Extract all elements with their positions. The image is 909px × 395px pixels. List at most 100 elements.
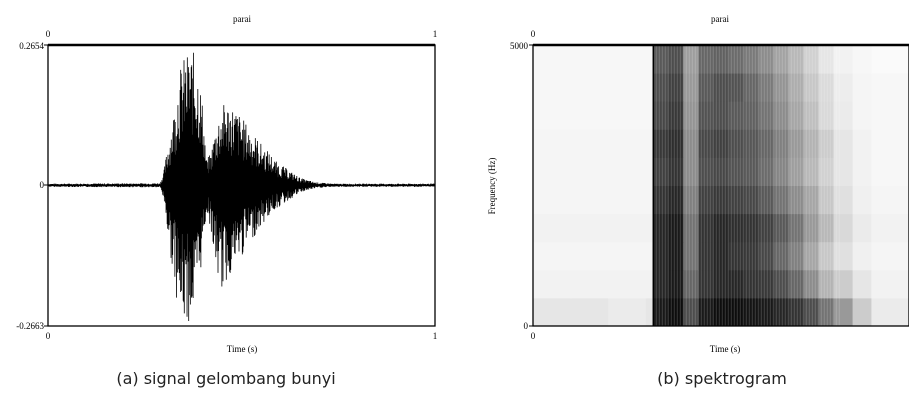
spectrogram-cell bbox=[668, 73, 684, 102]
spectrogram-cell bbox=[653, 269, 669, 299]
waveform-x-tick-start: 0 bbox=[46, 331, 51, 341]
spectrogram-cell bbox=[713, 269, 730, 299]
spectrogram-cell bbox=[743, 45, 760, 74]
spectrogram-cell bbox=[788, 45, 805, 74]
spectrogram-cell bbox=[570, 297, 609, 327]
spectrogram-cell bbox=[683, 269, 699, 299]
spectrogram-cell bbox=[570, 157, 609, 186]
spectrogram-cell bbox=[728, 213, 745, 243]
spectrogram-cell bbox=[788, 213, 805, 243]
spectrogram-cell bbox=[698, 297, 714, 327]
spectrogram-cell bbox=[728, 297, 745, 327]
spectrogram-cell bbox=[713, 213, 730, 243]
spectrogram-cell bbox=[713, 45, 730, 74]
spectrogram-cell bbox=[570, 241, 609, 271]
spectrogram-cell bbox=[608, 241, 647, 271]
spectrogram-cell bbox=[645, 297, 654, 327]
spectrogram-cell bbox=[653, 73, 669, 102]
spectrogram-cell bbox=[871, 241, 909, 271]
spectrogram-cell bbox=[608, 185, 647, 215]
spectrogram-cell bbox=[803, 241, 820, 271]
spectrogram-y-axis-label: Frequency (Hz) bbox=[487, 158, 497, 215]
spectrogram-cell bbox=[773, 129, 790, 158]
spectrogram-cell bbox=[871, 101, 909, 130]
spectrogram-cell bbox=[871, 129, 909, 158]
spectrogram-cell bbox=[653, 45, 669, 74]
spectrogram-cell bbox=[533, 213, 572, 243]
spectrogram-cell bbox=[570, 213, 609, 243]
spectrogram-cell bbox=[608, 73, 647, 102]
spectrogram-cell bbox=[773, 101, 790, 130]
spectrogram-x-axis-label: Time (s) bbox=[710, 344, 740, 354]
spectrogram-cell bbox=[833, 129, 854, 158]
spectrogram-cell bbox=[653, 101, 669, 130]
spectrogram-cell bbox=[728, 101, 745, 130]
waveform-plot-area bbox=[47, 52, 436, 322]
spectrogram-cell bbox=[653, 213, 669, 243]
spectrogram-cell bbox=[645, 101, 654, 130]
spectrogram-cell bbox=[758, 45, 775, 74]
spectrogram-cell bbox=[871, 157, 909, 186]
spectrogram-cell bbox=[852, 241, 872, 271]
spectrogram-cell bbox=[803, 297, 820, 327]
spectrogram-cell bbox=[683, 157, 699, 186]
spectrogram-cell bbox=[608, 45, 647, 74]
spectrogram-cell bbox=[728, 269, 745, 299]
spectrogram-cell bbox=[683, 241, 699, 271]
spectrogram-cell bbox=[743, 73, 760, 102]
spectrogram-cell bbox=[788, 157, 805, 186]
spectrogram-cell bbox=[758, 297, 775, 327]
spectrogram-cell bbox=[833, 241, 854, 271]
waveform-x-axis-label: Time (s) bbox=[227, 344, 257, 354]
spectrogram-y-tick-min: 0 bbox=[524, 321, 529, 331]
spectrogram-cell bbox=[570, 185, 609, 215]
spectrogram-cell bbox=[645, 241, 654, 271]
spectrogram-cell bbox=[698, 157, 714, 186]
spectrogram-cell bbox=[533, 101, 572, 130]
waveform-x-tick-end: 1 bbox=[433, 331, 438, 341]
spectrogram-cell bbox=[570, 101, 609, 130]
spectrogram-cell bbox=[608, 297, 647, 327]
spectrogram-cell bbox=[818, 45, 835, 74]
spectrogram-cell bbox=[818, 213, 835, 243]
spectrogram-cell bbox=[773, 185, 790, 215]
spectrogram-cell bbox=[743, 129, 760, 158]
spectrogram-cell bbox=[533, 73, 572, 102]
spectrogram-cell bbox=[713, 185, 730, 215]
spectrogram-cell bbox=[788, 73, 805, 102]
spectrogram-cell bbox=[698, 73, 714, 102]
spectrogram-cell bbox=[608, 129, 647, 158]
spectrogram-cell bbox=[728, 45, 745, 74]
spectrogram-cell bbox=[773, 241, 790, 271]
spectrogram-cell bbox=[683, 213, 699, 243]
spectrogram-cell bbox=[608, 269, 647, 299]
spectrogram-cell bbox=[788, 101, 805, 130]
spectrogram-cell bbox=[653, 157, 669, 186]
spectrogram-cell bbox=[788, 185, 805, 215]
spectrogram-cell bbox=[758, 101, 775, 130]
spectrogram-cell bbox=[645, 157, 654, 186]
spectrogram-cell bbox=[852, 185, 872, 215]
spectrogram-cell bbox=[833, 157, 854, 186]
spectrogram-cell bbox=[683, 185, 699, 215]
spectrogram-cell bbox=[668, 241, 684, 271]
spectrogram-cell bbox=[683, 297, 699, 327]
spectrogram-cell bbox=[533, 185, 572, 215]
spectrogram-top-tick-start: 0 bbox=[531, 29, 536, 39]
spectrogram-cell bbox=[713, 157, 730, 186]
spectrogram-cell bbox=[852, 213, 872, 243]
spectrogram-cell bbox=[668, 157, 684, 186]
spectrogram-cell bbox=[668, 297, 684, 327]
spectrogram-cell bbox=[758, 73, 775, 102]
spectrogram-cell bbox=[818, 101, 835, 130]
spectrogram-cell bbox=[645, 185, 654, 215]
spectrogram-cell bbox=[743, 157, 760, 186]
spectrogram-cell bbox=[871, 213, 909, 243]
spectrogram-cell bbox=[743, 213, 760, 243]
spectrogram-cell bbox=[645, 269, 654, 299]
spectrogram-cell bbox=[818, 129, 835, 158]
spectrogram-cell bbox=[818, 185, 835, 215]
spectrogram-cell bbox=[698, 241, 714, 271]
spectrogram-cell bbox=[668, 101, 684, 130]
